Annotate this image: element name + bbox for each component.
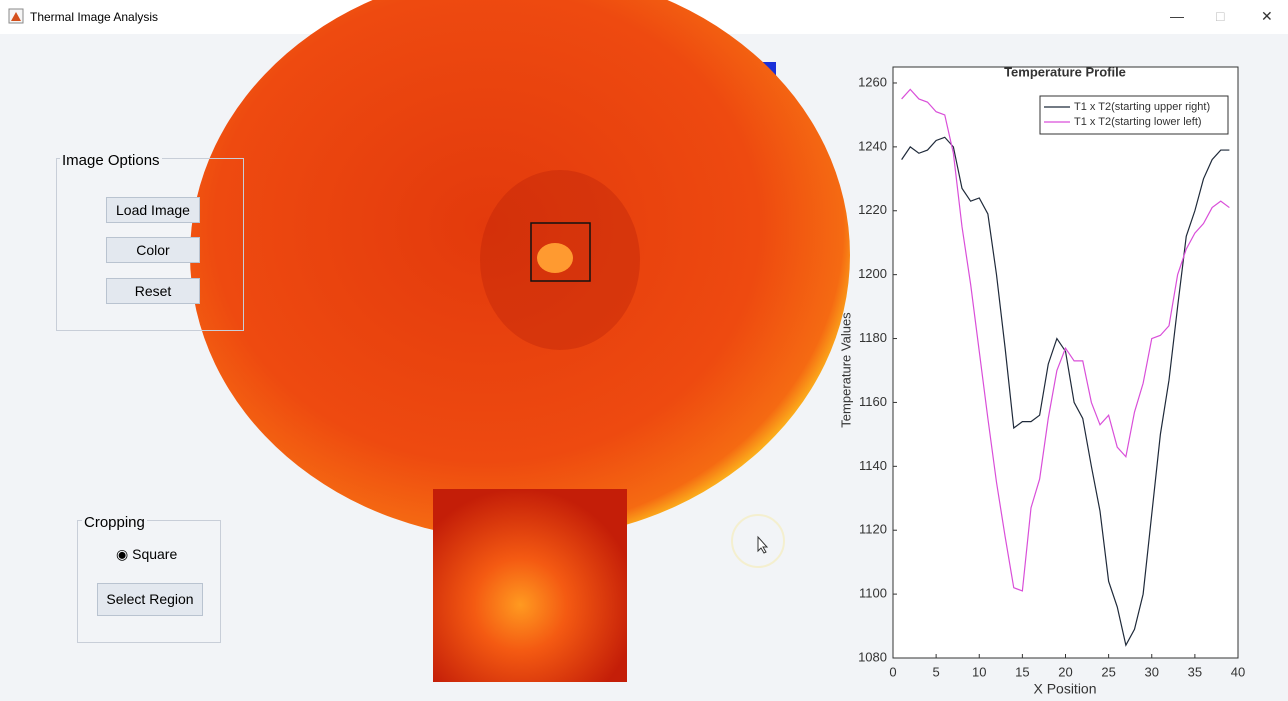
y-tick-label: 1200 <box>858 266 887 281</box>
select-region-button[interactable]: Select Region <box>97 583 203 616</box>
y-tick-label: 1240 <box>858 138 887 153</box>
hot-spot <box>537 243 573 273</box>
app: Thermal Image Analysis — □ ✕ Temperature… <box>0 0 1288 701</box>
legend-label: T1 x T2(starting upper right) <box>1074 101 1210 113</box>
x-axis-label: X Position <box>1033 681 1096 697</box>
cropped-image <box>433 489 627 682</box>
reset-button[interactable]: Reset <box>106 278 200 304</box>
legend-label: T1 x T2(starting lower left) <box>1074 116 1202 128</box>
y-tick-label: 1160 <box>859 394 887 409</box>
panel-title: Image Options <box>60 152 162 169</box>
x-tick-label: 30 <box>1145 664 1159 679</box>
radio-button[interactable]: ◉ Square <box>116 546 177 563</box>
x-tick-label: 10 <box>972 664 986 679</box>
x-tick-label: 0 <box>889 664 896 679</box>
y-axis-label: Temperature Values <box>838 312 853 428</box>
cursor <box>758 537 767 553</box>
y-tick-label: 1260 <box>858 74 887 89</box>
image-options-panel: Image Options Load Image Color Reset <box>56 158 244 331</box>
color-button[interactable]: Color <box>106 237 200 263</box>
y-tick-label: 1220 <box>858 202 887 217</box>
y-tick-label: 1100 <box>859 586 887 601</box>
y-tick-label: 1080 <box>858 649 887 664</box>
x-tick-label: 20 <box>1058 664 1072 679</box>
x-tick-label: 15 <box>1015 664 1029 679</box>
plot-area <box>893 67 1238 658</box>
y-tick-label: 1120 <box>859 522 887 537</box>
chart-title: Temperature Profile <box>1004 64 1126 79</box>
y-tick-label: 1140 <box>859 458 887 473</box>
y-tick-label: 1180 <box>859 330 887 345</box>
x-tick-label: 5 <box>933 664 940 679</box>
x-tick-label: 35 <box>1188 664 1202 679</box>
panel-title: Cropping <box>82 514 147 531</box>
cropping-panel: Cropping ◉ Square Select Region <box>77 520 221 643</box>
x-tick-label: 40 <box>1231 664 1245 679</box>
x-tick-label: 25 <box>1101 664 1115 679</box>
radio-label: Square <box>132 546 177 562</box>
load-image-button[interactable]: Load Image <box>106 197 200 223</box>
